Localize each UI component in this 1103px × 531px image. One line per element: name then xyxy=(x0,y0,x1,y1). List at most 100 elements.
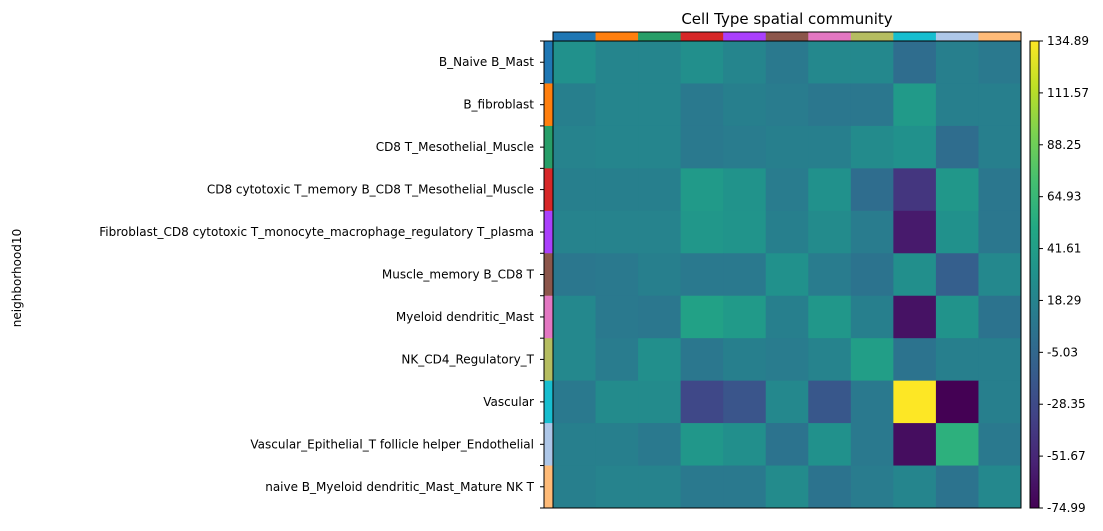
heatmap-cell xyxy=(978,253,1022,297)
heatmap-cell xyxy=(850,253,894,297)
heatmap-cell xyxy=(978,125,1022,169)
y-axis-label: neighborhood10 xyxy=(10,229,24,327)
heatmap-cell xyxy=(553,168,597,212)
heatmap-cell xyxy=(893,41,937,84)
heatmap-cell xyxy=(935,295,979,339)
heatmap-cell xyxy=(723,210,767,254)
heatmap-cell xyxy=(638,253,682,297)
heatmap-cell xyxy=(638,338,682,382)
column-color-bar xyxy=(552,31,1022,42)
colorbar-tick-label: 18.29 xyxy=(1047,293,1081,307)
heatmap-cell xyxy=(680,168,724,212)
heatmap-cell xyxy=(850,423,894,467)
heatmap-cell xyxy=(553,338,597,382)
row-color-bar xyxy=(540,40,554,509)
row-group-color xyxy=(544,295,553,339)
heatmap-cell xyxy=(553,465,597,509)
heatmap-cell xyxy=(893,210,937,254)
heatmap-cell xyxy=(893,423,937,467)
heatmap-cell xyxy=(850,465,894,509)
row-label: Vascular xyxy=(483,395,534,409)
heatmap-cell xyxy=(978,295,1022,339)
heatmap-cell xyxy=(723,295,767,339)
row-label: NK_CD4_Regulatory_T xyxy=(401,352,534,366)
heatmap-cell xyxy=(595,41,639,84)
column-group-color xyxy=(808,32,852,41)
column-group-color xyxy=(765,32,809,41)
colorbar-tick-label: 41.61 xyxy=(1047,242,1081,256)
heatmap-cell xyxy=(723,83,767,127)
row-label: Muscle_memory B_CD8 T xyxy=(382,268,535,282)
heatmap-cell xyxy=(935,423,979,467)
heatmap-cell xyxy=(765,41,809,84)
colorbar-tick-label: 88.25 xyxy=(1047,138,1081,152)
heatmap-cell xyxy=(595,295,639,339)
heatmap-cell xyxy=(723,41,767,84)
column-group-color xyxy=(638,32,682,41)
heatmap-cell xyxy=(935,125,979,169)
row-group-color xyxy=(544,465,553,509)
row-group-color xyxy=(544,423,553,467)
heatmap-cell xyxy=(765,210,809,254)
heatmap-cell xyxy=(893,380,937,424)
heatmap-cell xyxy=(808,380,852,424)
heatmap-cell xyxy=(808,465,852,509)
heatmap-cell xyxy=(850,210,894,254)
colorbar-tick-label: -74.99 xyxy=(1047,501,1086,515)
heatmap-cell xyxy=(850,295,894,339)
heatmap-cell xyxy=(638,295,682,339)
heatmap-cell xyxy=(893,465,937,509)
heatmap-cell xyxy=(935,210,979,254)
heatmap-cell xyxy=(723,465,767,509)
column-group-color xyxy=(850,32,894,41)
row-group-color xyxy=(544,253,553,297)
heatmap-cell xyxy=(680,253,724,297)
heatmap-cell xyxy=(978,210,1022,254)
chart-title: Cell Type spatial community xyxy=(681,10,892,28)
heatmap-cell xyxy=(808,168,852,212)
heatmap-cell xyxy=(765,125,809,169)
heatmap-cell xyxy=(553,423,597,467)
heatmap-cell xyxy=(638,380,682,424)
heatmap-cell xyxy=(680,338,724,382)
heatmap-cell xyxy=(978,338,1022,382)
row-label: Fibroblast_CD8 cytotoxic T_monocyte_macr… xyxy=(99,225,534,239)
heatmap-cell xyxy=(680,465,724,509)
heatmap-cell xyxy=(765,253,809,297)
heatmap-cell xyxy=(595,465,639,509)
heatmap-cell xyxy=(638,83,682,127)
heatmap-cell xyxy=(978,41,1022,84)
heatmap-cell xyxy=(893,295,937,339)
heatmap-cell xyxy=(935,41,979,84)
heatmap-cell xyxy=(553,125,597,169)
heatmap-cell xyxy=(850,125,894,169)
heatmap-cell xyxy=(765,338,809,382)
row-group-color xyxy=(544,125,553,169)
heatmap-cell xyxy=(850,83,894,127)
heatmap-cell xyxy=(553,83,597,127)
heatmap-cell xyxy=(808,423,852,467)
heatmap-cell xyxy=(595,253,639,297)
column-group-color xyxy=(680,32,724,41)
heatmap-cell xyxy=(680,380,724,424)
heatmap-cell xyxy=(595,338,639,382)
heatmap-cell xyxy=(595,125,639,169)
heatmap-cell xyxy=(680,83,724,127)
heatmap-cell xyxy=(808,210,852,254)
row-label: Myeloid dendritic_Mast xyxy=(396,310,534,324)
heatmap-cell xyxy=(595,423,639,467)
heatmap-cell xyxy=(808,253,852,297)
heatmap-cell xyxy=(935,380,979,424)
heatmap-cell xyxy=(638,210,682,254)
heatmap-cell xyxy=(850,338,894,382)
heatmap-cell xyxy=(978,168,1022,212)
heatmap-cell xyxy=(850,168,894,212)
heatmap-cell xyxy=(680,41,724,84)
heatmap-cell xyxy=(553,253,597,297)
colorbar xyxy=(1029,40,1040,509)
heatmap-cell xyxy=(723,338,767,382)
row-label: naive B_Myeloid dendritic_Mast_Mature NK… xyxy=(265,480,534,494)
row-group-color xyxy=(544,41,553,84)
heatmap-cell xyxy=(680,125,724,169)
